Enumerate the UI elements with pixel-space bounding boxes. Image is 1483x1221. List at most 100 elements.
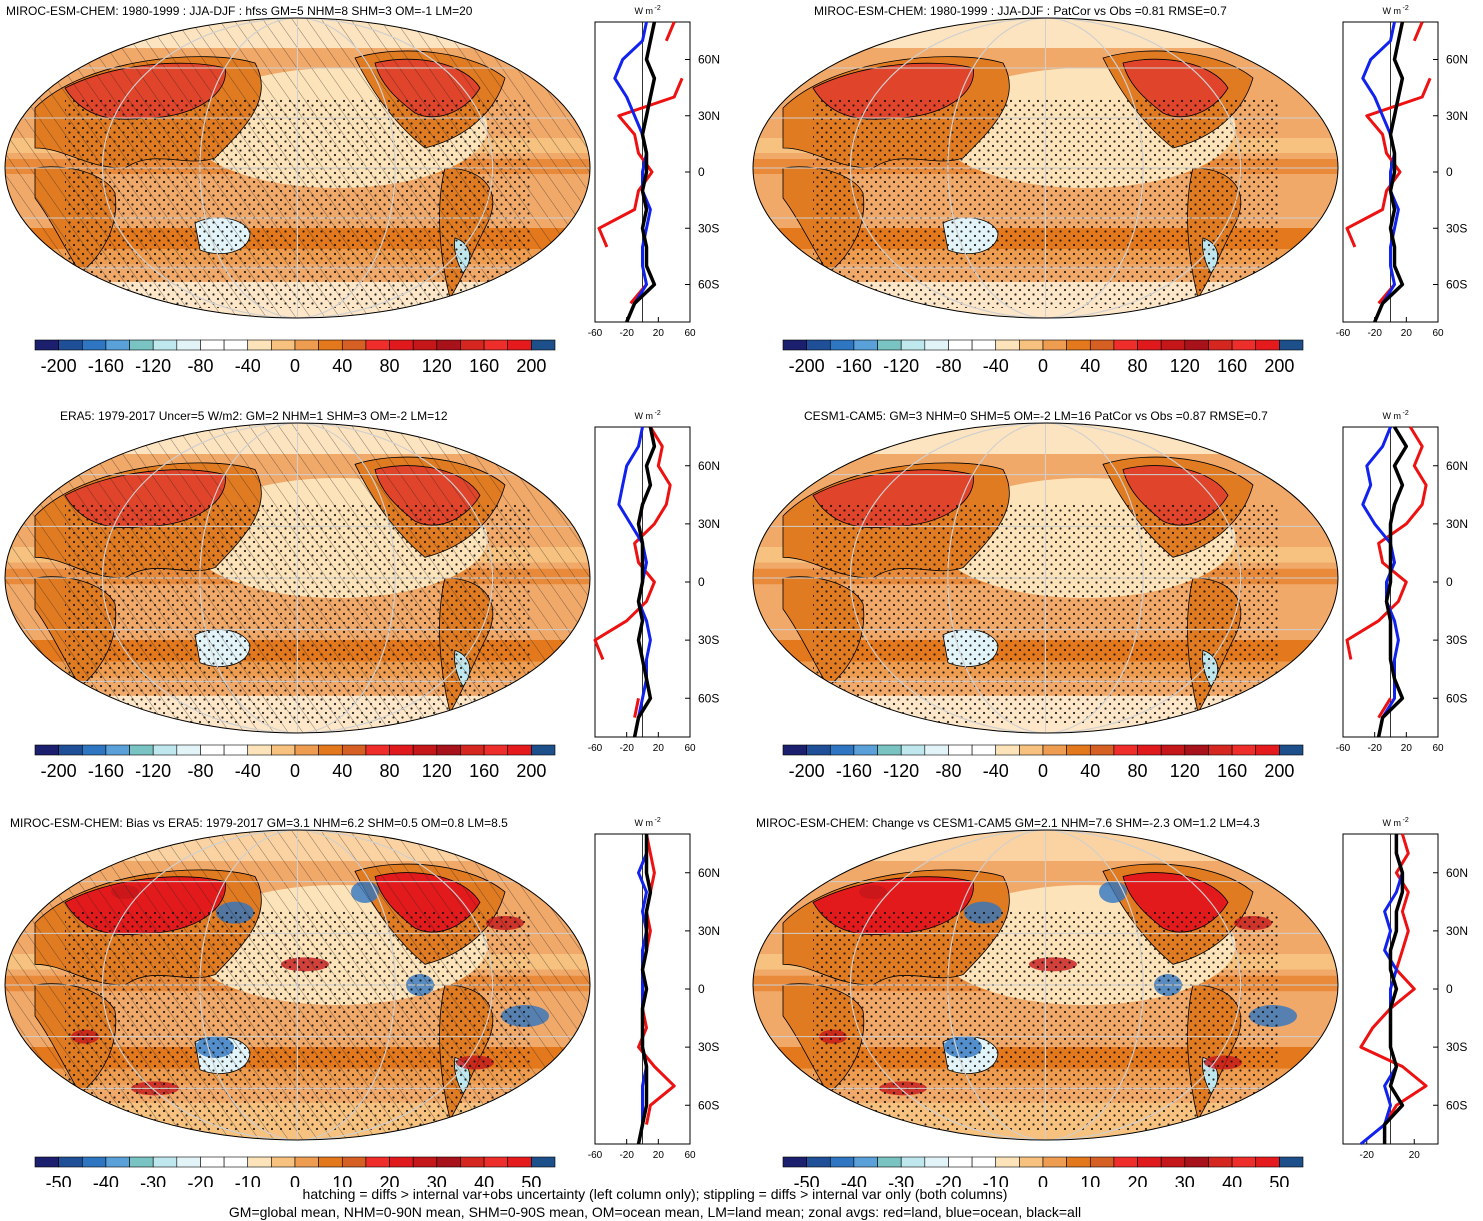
zonal-units-exponent: -2 <box>655 5 661 12</box>
colorbar-swatch <box>389 339 414 351</box>
colorbar: -50 -40 -30 -20 -10 0 10 20 30 40 50 <box>34 1156 556 1193</box>
colorbar-label: -40 <box>235 356 261 376</box>
colorbar: -50 -40 -30 -20 -10 0 10 20 30 40 50 <box>782 1156 1304 1193</box>
colorbar-swatch <box>34 744 59 756</box>
colorbar-label: 30 <box>1175 1173 1195 1187</box>
colorbar-swatch <box>81 339 107 351</box>
colorbar-swatch <box>900 1156 926 1168</box>
colorbar-swatch <box>1089 744 1115 756</box>
colorbar-swatch <box>200 339 225 351</box>
colorbar-swatch <box>294 744 319 756</box>
colorbar-label: -40 <box>235 761 261 781</box>
colorbar-swatch <box>877 1156 902 1168</box>
colorbar-swatch <box>318 744 343 756</box>
zonal-lat-label: 60S <box>698 278 719 292</box>
colorbar-label: 40 <box>332 356 352 376</box>
colorbar-label: 50 <box>1269 1173 1289 1187</box>
map <box>5 423 590 733</box>
colorbar-swatch <box>483 339 509 351</box>
zonal-lat-label: 30S <box>1446 1040 1467 1054</box>
zonal-all-line <box>1382 834 1405 1144</box>
colorbar-swatch <box>531 744 556 756</box>
colorbar-swatch <box>1137 339 1162 351</box>
colorbar-swatch <box>853 744 878 756</box>
colorbar-swatch <box>223 339 249 351</box>
zonal-all-line <box>625 21 657 323</box>
colorbar-swatch <box>365 1156 390 1168</box>
zonal-lat-label: 30N <box>698 924 720 938</box>
colorbar-swatch <box>341 1156 367 1168</box>
zonal-lat-label: 60S <box>698 691 719 705</box>
colorbar-swatch <box>271 339 296 351</box>
panel-title: MIROC-ESM-CHEM: 1980-1999 : JJA-DJF : hf… <box>6 4 473 18</box>
zonal-lat-label: 60N <box>1446 866 1468 880</box>
colorbar-swatch <box>806 744 831 756</box>
zonal-units: W m <box>1383 6 1402 16</box>
colorbar-swatch <box>1066 339 1091 351</box>
zonal-plot: -60 -20 20 60 60N 30N 0 30S 60S W m -2 <box>1336 410 1468 754</box>
zonal-units: W m <box>635 6 654 16</box>
colorbar-label: 40 <box>1222 1173 1242 1187</box>
colorbar-swatch <box>995 744 1020 756</box>
zonal-lat-label: 0 <box>698 165 705 179</box>
colorbar-swatch <box>1089 339 1115 351</box>
colorbar-label: -160 <box>836 761 872 781</box>
colorbar-swatch <box>365 339 390 351</box>
colorbar-swatch <box>1160 1156 1186 1168</box>
colorbar-swatch <box>1019 744 1044 756</box>
zonal-xtick-label: 60 <box>1432 328 1444 339</box>
colorbar-label: -40 <box>983 761 1009 781</box>
colorbar-label: -10 <box>983 1173 1009 1187</box>
graticule <box>5 423 590 733</box>
colorbar-label: 160 <box>469 761 499 781</box>
zonal-units: W m <box>1383 411 1402 421</box>
colorbar-swatch <box>1042 1156 1067 1168</box>
colorbar-label: -40 <box>841 1173 867 1187</box>
colorbar-swatch <box>176 1156 201 1168</box>
colorbar-swatch <box>152 1156 178 1168</box>
colorbar-label: 120 <box>1170 356 1200 376</box>
panel-5: MIROC-ESM-CHEM: Change vs CESM1-CAM5 GM=… <box>748 812 1483 1193</box>
colorbar-label: 0 <box>1038 1173 1048 1187</box>
zonal-units: W m <box>635 818 654 828</box>
colorbar-swatch <box>271 1156 296 1168</box>
colorbar-swatch <box>971 744 997 756</box>
colorbar-swatch <box>436 339 461 351</box>
colorbar-label: 80 <box>1128 761 1148 781</box>
colorbar-swatch <box>1184 339 1209 351</box>
colorbar-swatch <box>1066 744 1091 756</box>
colorbar-label: -40 <box>93 1173 119 1187</box>
colorbar-swatch <box>294 1156 319 1168</box>
colorbar-label: -50 <box>46 1173 72 1187</box>
colorbar-swatch <box>1279 1156 1304 1168</box>
zonal-units: W m <box>635 411 654 421</box>
zonal-all-line <box>1373 21 1405 323</box>
zonal-lat-label: 30S <box>1446 221 1467 235</box>
colorbar-label: 20 <box>380 1173 400 1187</box>
zonal-lat-label: 60N <box>698 53 720 67</box>
colorbar-label: -160 <box>836 356 872 376</box>
colorbar-swatch <box>853 1156 878 1168</box>
colorbar-swatch <box>1113 1156 1138 1168</box>
colorbar-swatch <box>1255 1156 1280 1168</box>
colorbar-label: -200 <box>789 761 825 781</box>
zonal-xtick-label: -60 <box>588 1150 603 1161</box>
colorbar-label: 0 <box>1038 356 1048 376</box>
colorbar-swatch <box>971 1156 997 1168</box>
colorbar-swatch <box>247 339 272 351</box>
map-anomaly <box>1099 881 1127 903</box>
colorbar-swatch <box>318 1156 343 1168</box>
colorbar-swatch <box>829 744 855 756</box>
colorbar-swatch <box>483 1156 509 1168</box>
colorbar-label: 0 <box>1038 761 1048 781</box>
colorbar-label: 200 <box>1264 356 1294 376</box>
panel-title: CESM1-CAM5: GM=3 NHM=0 SHM=5 OM=-2 LM=16… <box>804 409 1268 423</box>
colorbar-label: 30 <box>427 1173 447 1187</box>
colorbar-swatch <box>1066 1156 1091 1168</box>
zonal-plot: -60 -20 20 60 60N 30N 0 30S 60S W m -2 <box>1336 5 1468 339</box>
zonal-ocean-line <box>617 426 652 718</box>
colorbar-swatch <box>365 744 390 756</box>
colorbar-swatch <box>948 339 973 351</box>
colorbar-swatch <box>34 339 59 351</box>
colorbar: -200 -160 -120 -80 -40 0 40 80 120 160 200 <box>34 744 556 781</box>
